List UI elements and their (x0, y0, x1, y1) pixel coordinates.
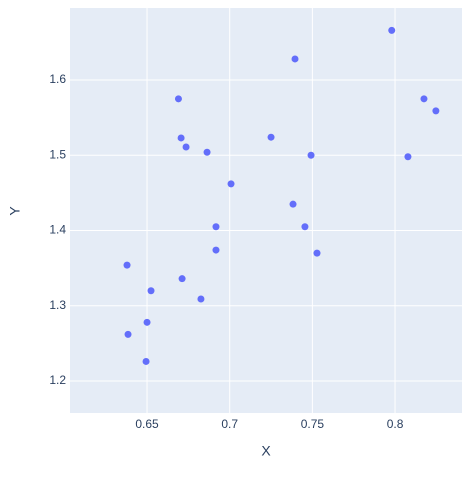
point (147, 287, 155, 295)
x-tick-label: 0.8 (387, 417, 404, 431)
y-tick-label: 1.3 (49, 298, 66, 312)
point (404, 153, 412, 161)
point (267, 133, 275, 141)
point (143, 318, 151, 326)
y-tick-label: 1.4 (49, 223, 66, 237)
point (432, 107, 440, 115)
x-tick-label: 0.65 (135, 417, 159, 431)
point (124, 330, 132, 338)
point (291, 55, 299, 63)
point (212, 223, 220, 231)
plot-area (70, 8, 462, 413)
point (313, 249, 321, 257)
point (289, 200, 297, 208)
point (301, 223, 309, 231)
x-tick-label: 0.75 (301, 417, 325, 431)
grid (70, 8, 462, 413)
y-tick-label: 1.2 (49, 373, 66, 387)
y-axis-title: Y (7, 206, 23, 216)
point (212, 246, 220, 254)
point (307, 151, 315, 159)
point (178, 275, 186, 283)
y-tick-label: 1.5 (49, 147, 66, 161)
x-axis-title: X (261, 443, 271, 459)
point (388, 26, 396, 34)
point (123, 261, 131, 269)
x-tick-label: 0.7 (221, 417, 238, 431)
point (174, 95, 182, 103)
point (420, 95, 428, 103)
point (142, 357, 150, 365)
point (227, 180, 235, 188)
points (123, 26, 440, 365)
point (182, 143, 190, 151)
point (177, 134, 185, 142)
y-tick-label: 1.6 (49, 72, 66, 86)
point (197, 295, 205, 303)
point (203, 148, 211, 156)
